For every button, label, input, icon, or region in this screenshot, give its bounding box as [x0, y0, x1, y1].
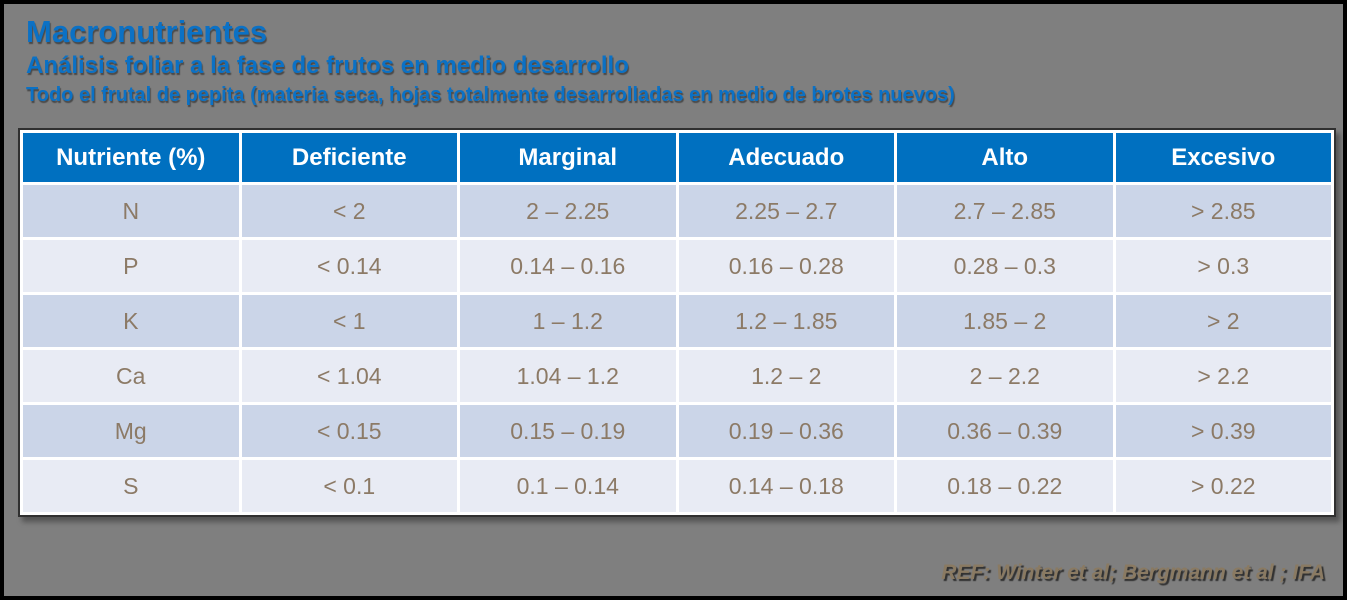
value-cell: 2 – 2.25 — [460, 185, 676, 237]
value-cell: < 0.14 — [241, 240, 457, 292]
value-cell: < 1 — [241, 295, 457, 347]
table-row-p: P < 0.14 0.14 – 0.16 0.16 – 0.28 0.28 – … — [23, 240, 1331, 292]
table-row-ca: Ca < 1.04 1.04 – 1.2 1.2 – 2 2 – 2.2 > 2… — [23, 350, 1331, 402]
header-cell-nutriente: Nutriente (%) — [23, 133, 239, 182]
value-cell: 2 – 2.2 — [897, 350, 1113, 402]
nutrient-cell: K — [23, 295, 239, 347]
header-cell-marginal: Marginal — [460, 133, 676, 182]
value-cell: > 2 — [1115, 295, 1331, 347]
table-row-s: S < 0.1 0.1 – 0.14 0.14 – 0.18 0.18 – 0.… — [23, 460, 1331, 512]
header-row: Nutriente (%) Deficiente Marginal Adecua… — [23, 133, 1331, 182]
subtitle: Análisis foliar a la fase de frutos en m… — [26, 52, 629, 79]
page-title: Macronutrientes — [26, 14, 268, 49]
table-row-k: K < 1 1 – 1.2 1.2 – 1.85 1.85 – 2 > 2 — [23, 295, 1331, 347]
value-cell: > 0.3 — [1115, 240, 1331, 292]
nutrient-cell: Ca — [23, 350, 239, 402]
subtitle-secondary: Todo el frutal de pepita (materia seca, … — [26, 84, 955, 106]
value-cell: 1.2 – 2 — [678, 350, 894, 402]
value-cell: 0.36 – 0.39 — [897, 405, 1113, 457]
table-body: N < 2 2 – 2.25 2.25 – 2.7 2.7 – 2.85 > 2… — [23, 185, 1331, 512]
value-cell: 2.25 – 2.7 — [678, 185, 894, 237]
value-cell: < 2 — [241, 185, 457, 237]
nutrient-cell: P — [23, 240, 239, 292]
nutrient-cell: Mg — [23, 405, 239, 457]
value-cell: 2.7 – 2.85 — [897, 185, 1113, 237]
title-block: Macronutrientes Análisis foliar a la fas… — [26, 14, 1333, 107]
value-cell: < 0.1 — [241, 460, 457, 512]
nutrients-table: Nutriente (%) Deficiente Marginal Adecua… — [20, 130, 1334, 515]
table-row-mg: Mg < 0.15 0.15 – 0.19 0.19 – 0.36 0.36 –… — [23, 405, 1331, 457]
value-cell: 0.18 – 0.22 — [897, 460, 1113, 512]
value-cell: 0.19 – 0.36 — [678, 405, 894, 457]
value-cell: < 0.15 — [241, 405, 457, 457]
header-cell-deficiente: Deficiente — [241, 133, 457, 182]
value-cell: 0.28 – 0.3 — [897, 240, 1113, 292]
value-cell: > 0.22 — [1115, 460, 1331, 512]
value-cell: 1.04 – 1.2 — [460, 350, 676, 402]
value-cell: 0.1 – 0.14 — [460, 460, 676, 512]
value-cell: 1.2 – 1.85 — [678, 295, 894, 347]
nutrient-cell: N — [23, 185, 239, 237]
table-header: Nutriente (%) Deficiente Marginal Adecua… — [23, 133, 1331, 182]
nutrient-cell: S — [23, 460, 239, 512]
header-cell-adecuado: Adecuado — [678, 133, 894, 182]
value-cell: 0.14 – 0.18 — [678, 460, 894, 512]
reference-text: REF: Winter et al; Bergmann et al ; IFA — [941, 561, 1325, 584]
value-cell: > 2.2 — [1115, 350, 1331, 402]
value-cell: 0.15 – 0.19 — [460, 405, 676, 457]
value-cell: < 1.04 — [241, 350, 457, 402]
value-cell: 0.14 – 0.16 — [460, 240, 676, 292]
value-cell: 1 – 1.2 — [460, 295, 676, 347]
value-cell: > 2.85 — [1115, 185, 1331, 237]
table-row-n: N < 2 2 – 2.25 2.25 – 2.7 2.7 – 2.85 > 2… — [23, 185, 1331, 237]
nutrients-table-container: Nutriente (%) Deficiente Marginal Adecua… — [18, 128, 1336, 517]
value-cell: > 0.39 — [1115, 405, 1331, 457]
value-cell: 0.16 – 0.28 — [678, 240, 894, 292]
header-cell-alto: Alto — [897, 133, 1113, 182]
value-cell: 1.85 – 2 — [897, 295, 1113, 347]
header-cell-excesivo: Excesivo — [1115, 133, 1331, 182]
